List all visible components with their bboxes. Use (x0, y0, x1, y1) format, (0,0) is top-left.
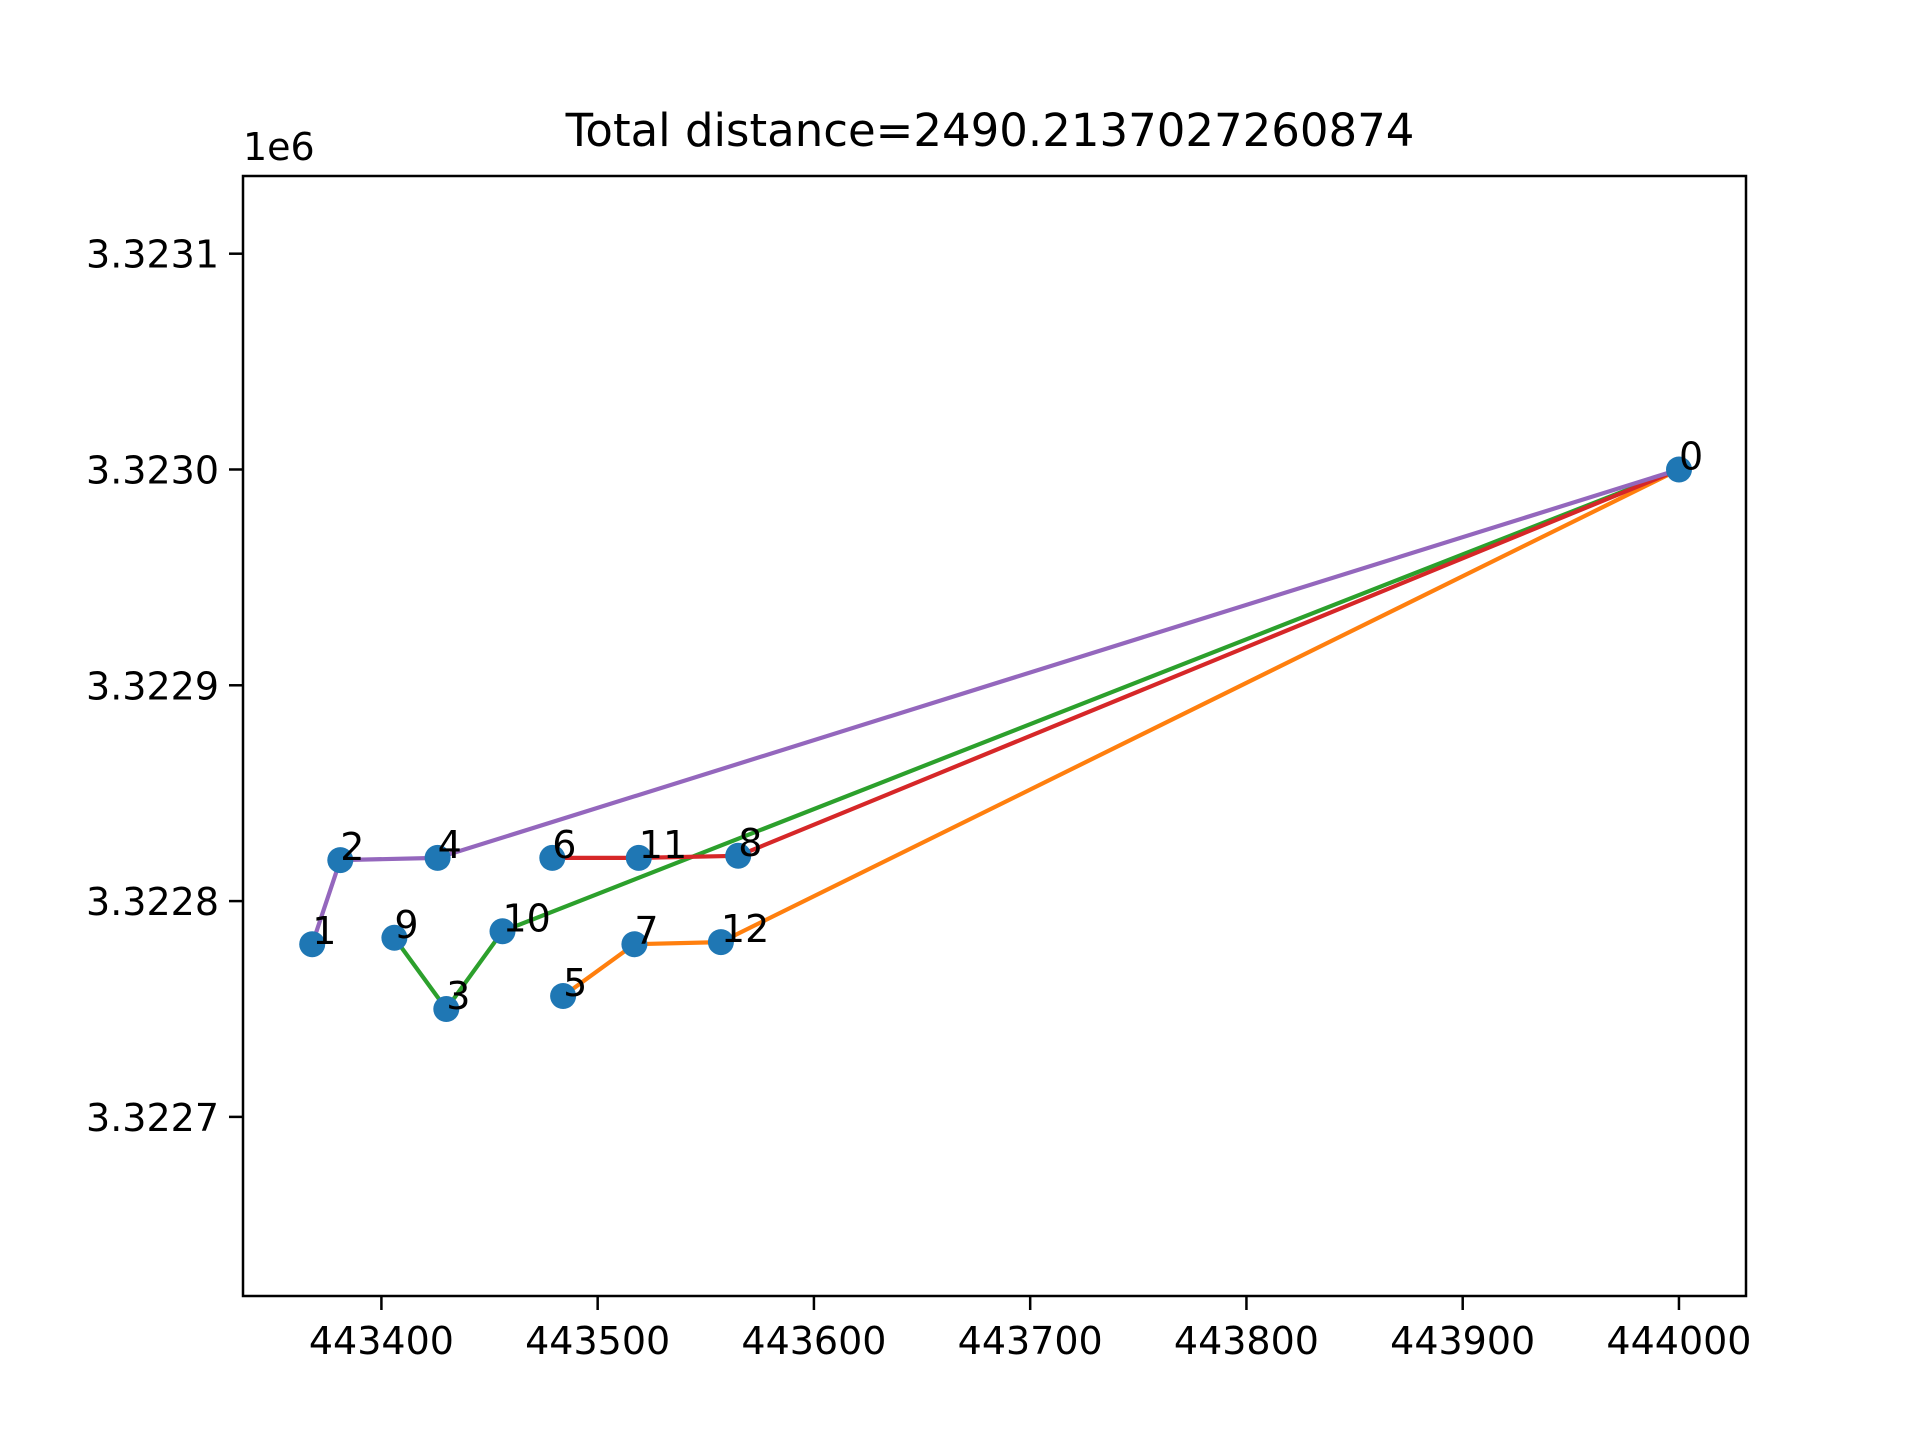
y-tick-label: 3.3231 (86, 233, 219, 277)
scatter-point-1 (299, 931, 326, 958)
points-layer (299, 456, 1692, 1022)
point-label-1: 1 (312, 909, 336, 953)
scatter-point-5 (550, 983, 577, 1009)
route-line-2 (391, 466, 1682, 1012)
point-label-2: 2 (340, 825, 364, 869)
point-label-3: 3 (446, 974, 470, 1018)
y-tick-label: 3.3230 (86, 448, 219, 492)
scatter-point-4 (424, 844, 451, 871)
point-label-8: 8 (738, 821, 762, 865)
routes-layer (309, 466, 1682, 1012)
y-tick-label: 3.3229 (86, 664, 219, 708)
scatter-point-7 (621, 931, 648, 958)
point-label-10: 10 (503, 896, 551, 940)
scatter-point-9 (381, 924, 408, 951)
scatter-point-11 (625, 844, 652, 871)
x-tick-label: 443900 (1390, 1319, 1535, 1363)
x-tick-label: 444000 (1606, 1319, 1751, 1363)
route-line-3 (550, 466, 1682, 861)
y-tick-label: 3.3227 (86, 1096, 219, 1140)
x-tick-label: 443500 (525, 1319, 670, 1363)
y-offset-label: 1e6 (243, 125, 315, 169)
x-axis: 443400 443500 443600 443700 443800 443900 4440… (309, 1296, 1751, 1363)
scatter-point-8 (725, 842, 752, 869)
x-tick-label: 443600 (741, 1319, 886, 1363)
y-axis: 3.3227 3.3228 3.3229 3.3230 3.3231 (86, 233, 243, 1140)
scatter-point-12 (707, 929, 734, 956)
point-label-11: 11 (639, 823, 687, 867)
scatter-point-10 (489, 918, 516, 945)
route-line-1 (560, 466, 1682, 999)
route-line-4 (309, 466, 1682, 947)
point-label-0: 0 (1679, 435, 1703, 479)
x-tick-label: 443400 (309, 1319, 454, 1363)
chart-title: Total distance=2490.2137027260874 (565, 104, 1415, 157)
point-label-6: 6 (552, 823, 576, 867)
plot-frame (241, 174, 1748, 1298)
point-label-7: 7 (634, 909, 658, 953)
point-label-5: 5 (563, 961, 587, 1005)
point-label-4: 4 (438, 823, 462, 867)
scatter-point-3 (433, 996, 460, 1022)
scatter-point-2 (327, 847, 354, 874)
scatter-point-0 (1666, 456, 1692, 483)
point-label-9: 9 (394, 903, 418, 947)
point-label-12: 12 (721, 907, 769, 951)
x-tick-label: 443700 (958, 1319, 1103, 1363)
y-tick-label: 3.3228 (86, 880, 219, 924)
scatter-point-6 (539, 844, 566, 871)
x-tick-label: 443800 (1174, 1319, 1319, 1363)
